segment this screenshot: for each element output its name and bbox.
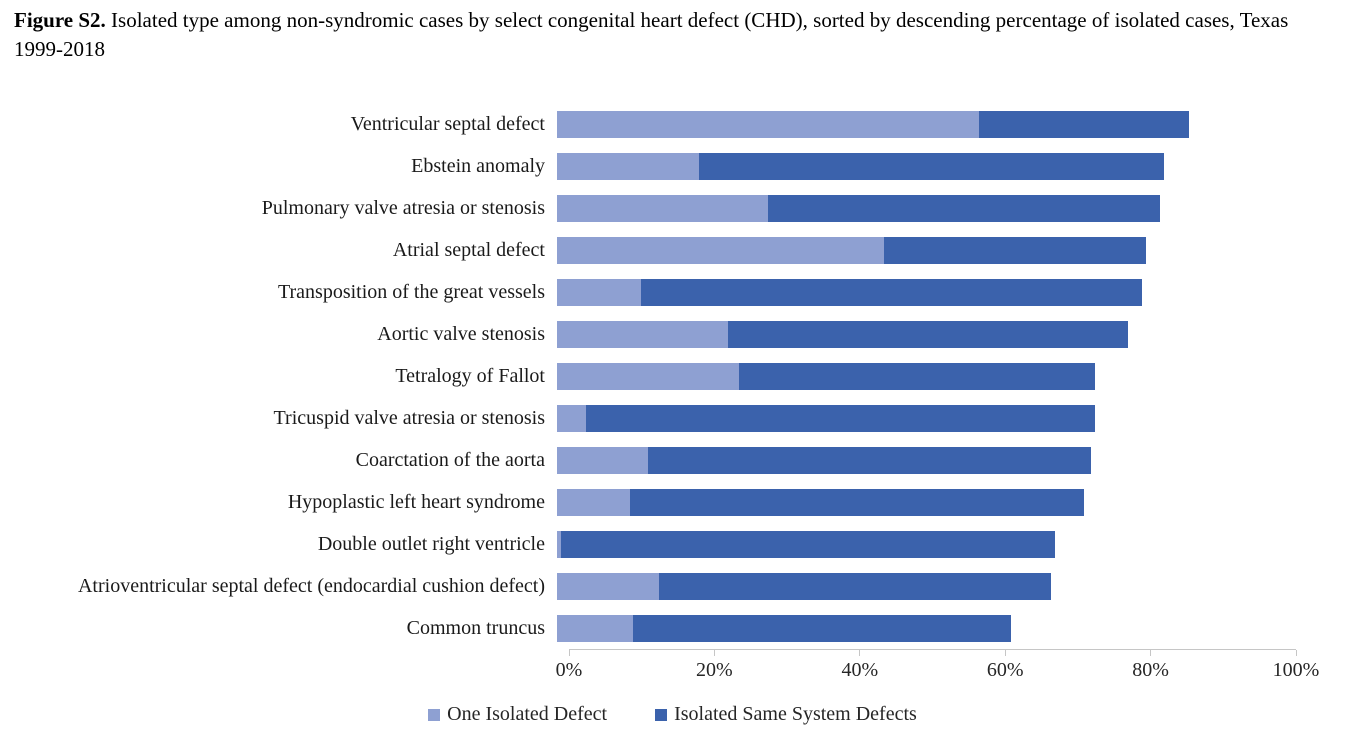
bar-track: [557, 614, 1284, 642]
bar-segment-same-system: [647, 446, 1092, 474]
category-label: Hypoplastic left heart syndrome: [287, 490, 545, 513]
bar-track: [557, 530, 1284, 558]
legend-item: One Isolated Defect: [428, 703, 607, 726]
bar-segment-one-isolated: [557, 572, 659, 600]
bar-segment-same-system: [560, 530, 1055, 558]
bar-segment-same-system: [884, 236, 1146, 264]
bar-segment-same-system: [738, 362, 1095, 390]
bar-track: [557, 152, 1284, 180]
bar-segment-one-isolated: [557, 236, 885, 264]
bar-segment-same-system: [586, 404, 1095, 432]
category-label: Atrioventricular septal defect (endocard…: [77, 574, 545, 597]
category-label: Ebstein anomaly: [411, 154, 545, 177]
category-label: Common truncus: [406, 616, 545, 639]
bar-track: [557, 194, 1284, 222]
axis-tick-label: 20%: [696, 659, 733, 681]
figure-title: Figure S2. Isolated type among non-syndr…: [14, 6, 1334, 64]
bar-segment-same-system: [978, 110, 1190, 138]
bar-track: [557, 488, 1284, 516]
legend-label: Isolated Same System Defects: [674, 703, 917, 725]
bar-track: [557, 110, 1284, 138]
chart-row: Common truncus: [0, 607, 1345, 649]
bar-segment-one-isolated: [557, 362, 739, 390]
bar-segment-one-isolated: [557, 404, 587, 432]
chart-row: Tricuspid valve atresia or stenosis: [0, 397, 1345, 439]
bar-segment-same-system: [658, 572, 1052, 600]
bar-segment-one-isolated: [557, 446, 648, 474]
chart-row: Coarctation of the aorta: [0, 439, 1345, 481]
bar-track: [557, 362, 1284, 390]
bar-segment-same-system: [629, 488, 1085, 516]
axis-tick: [1295, 650, 1297, 656]
bar-segment-same-system: [698, 152, 1165, 180]
figure-label: Figure S2.: [14, 8, 106, 32]
category-label: Pulmonary valve atresia or stenosis: [261, 196, 545, 219]
category-label: Coarctation of the aorta: [355, 448, 545, 471]
axis-tick: [859, 650, 861, 656]
category-label: Tricuspid valve atresia or stenosis: [273, 406, 545, 429]
chart-row: Pulmonary valve atresia or stenosis: [0, 187, 1345, 229]
category-label: Aortic valve stenosis: [377, 322, 545, 345]
axis-tick-label: 60%: [986, 659, 1024, 681]
category-label: Tetralogy of Fallot: [395, 364, 545, 387]
axis-tick-label: 80%: [1132, 659, 1169, 681]
bar-track: [557, 236, 1284, 264]
bar-segment-one-isolated: [557, 110, 979, 138]
chart-row: Aortic valve stenosis: [0, 313, 1345, 355]
legend-label: One Isolated Defect: [447, 703, 608, 725]
bar-segment-same-system: [640, 278, 1143, 306]
bar-segment-one-isolated: [557, 278, 641, 306]
axis-tick: [568, 650, 570, 656]
chart-row: Transposition of the great vessels: [0, 271, 1345, 313]
bar-segment-same-system: [767, 194, 1161, 222]
bar-segment-one-isolated: [557, 530, 561, 558]
bar-segment-one-isolated: [557, 152, 699, 180]
bar-segment-one-isolated: [557, 320, 728, 348]
bar-segment-same-system: [727, 320, 1128, 348]
bar-track: [557, 572, 1284, 600]
category-label: Double outlet right ventricle: [317, 532, 545, 555]
axis-tick: [713, 650, 715, 656]
chart-row: Hypoplastic left heart syndrome: [0, 481, 1345, 523]
chart-row: Atrioventricular septal defect (endocard…: [0, 565, 1345, 607]
legend-swatch-icon: [655, 708, 668, 721]
legend-item: Isolated Same System Defects: [655, 703, 917, 726]
chart-row: Atrial septal defect: [0, 229, 1345, 271]
legend-swatch-icon: [428, 708, 441, 721]
axis-tick-label: 100%: [1272, 659, 1320, 681]
bar-segment-one-isolated: [557, 614, 634, 642]
axis-tick: [1004, 650, 1006, 656]
bar-segment-one-isolated: [557, 194, 768, 222]
chart-row: Ventricular septal defect: [0, 103, 1345, 145]
category-label: Atrial septal defect: [392, 238, 545, 261]
category-label: Transposition of the great vessels: [277, 280, 545, 303]
bar-track: [557, 446, 1284, 474]
x-axis: 0% 20% 40% 60% 80% 100%: [556, 649, 1319, 690]
axis-tick: [1150, 650, 1152, 656]
chart-row: Ebstein anomaly: [0, 145, 1345, 187]
bar-track: [557, 404, 1284, 432]
figure-description: Isolated type among non-syndromic cases …: [14, 8, 1289, 61]
category-label: Ventricular septal defect: [350, 112, 545, 135]
chart-row: Double outlet right ventricle: [0, 523, 1345, 565]
stacked-bar-chart: Ventricular septal defect Ebstein anomaly…: [0, 103, 1345, 649]
legend: One Isolated Defect Isolated Same System …: [0, 703, 1345, 726]
axis-tick-label: 40%: [841, 659, 879, 681]
bar-segment-same-system: [633, 614, 1012, 642]
bar-track: [557, 320, 1284, 348]
axis-tick-label: 0%: [555, 659, 583, 681]
chart-row: Tetralogy of Fallot: [0, 355, 1345, 397]
bar-segment-one-isolated: [557, 488, 630, 516]
bar-track: [557, 278, 1284, 306]
